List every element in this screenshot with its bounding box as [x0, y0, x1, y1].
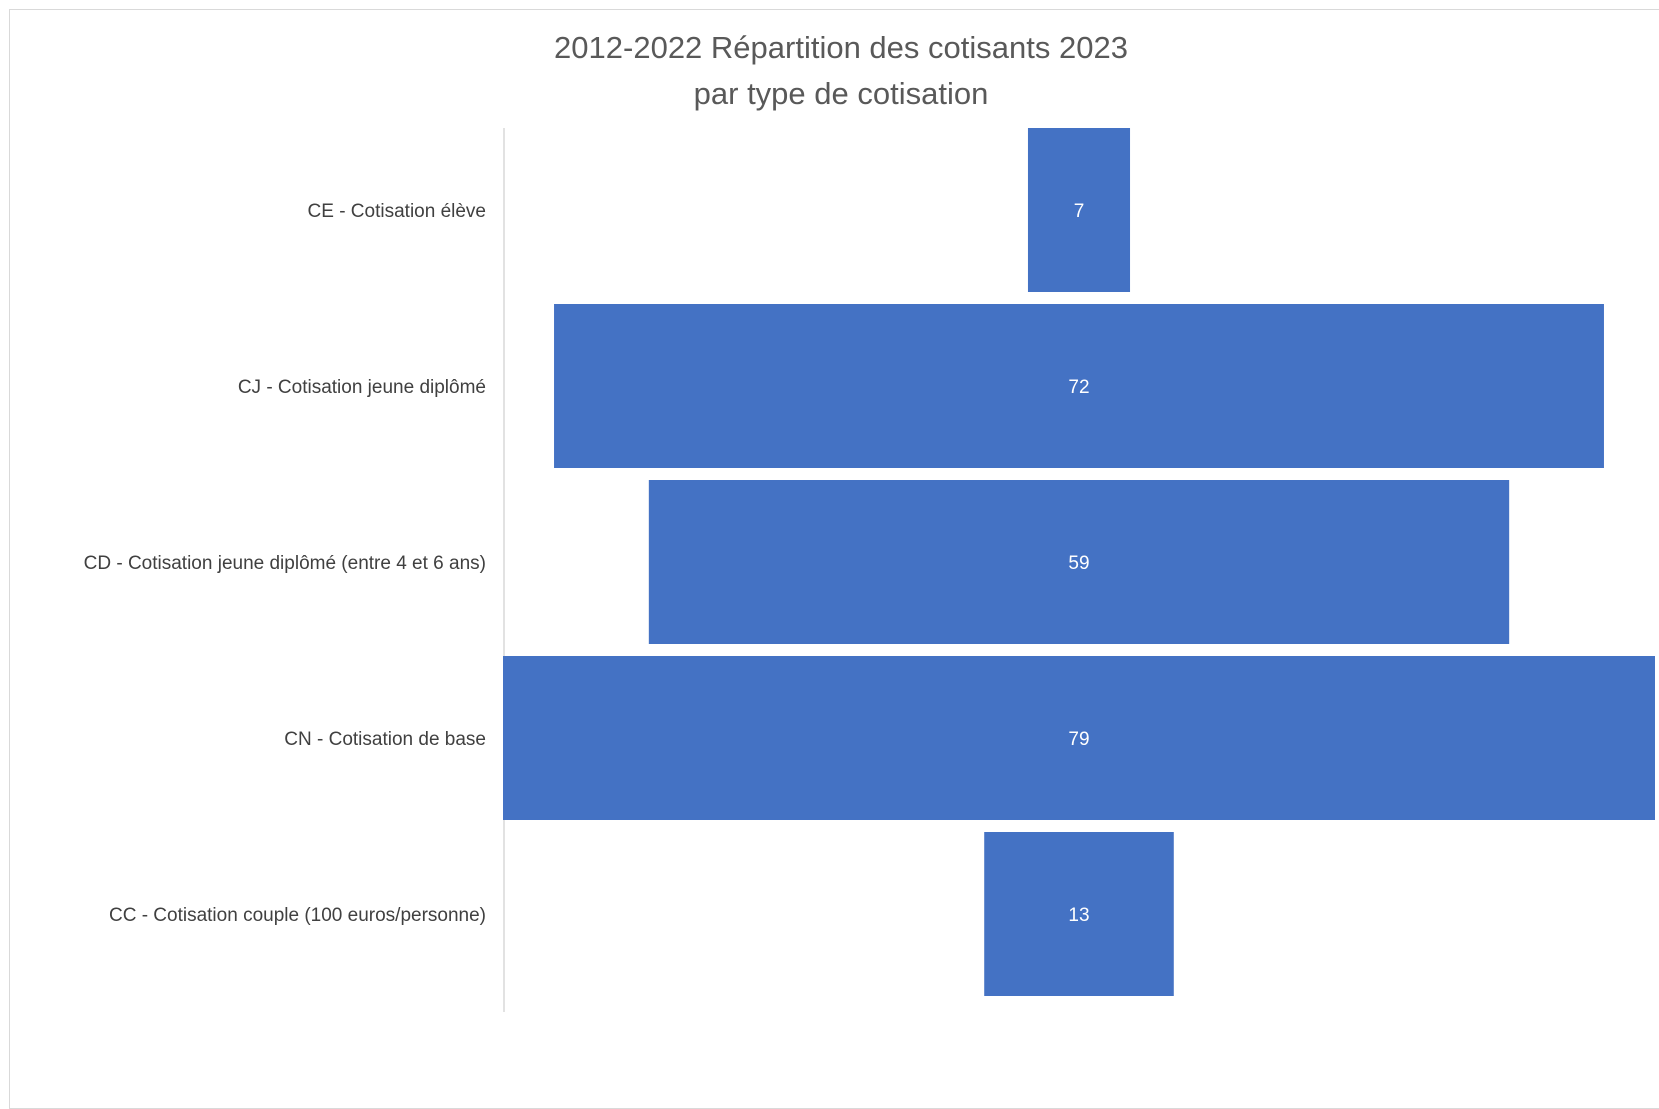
- chart-title: 2012-2022 Répartition des cotisants 2023: [554, 30, 1128, 65]
- category-label: CJ - Cotisation jeune diplômé: [238, 377, 486, 398]
- bar-cc: [984, 832, 1174, 996]
- category-label: CD - Cotisation jeune diplômé (entre 4 e…: [84, 553, 486, 574]
- category-label: CN - Cotisation de base: [284, 729, 486, 750]
- bar-ce: [1027, 128, 1131, 292]
- data-label: 7: [1074, 201, 1085, 222]
- bar-cn: [503, 656, 1655, 820]
- category-label: CC - Cotisation couple (100 euros/person…: [109, 905, 486, 926]
- chart-subtitle: par type de cotisation: [694, 76, 989, 111]
- bar-cd: [648, 480, 1510, 644]
- data-label: 59: [1068, 553, 1089, 574]
- data-label: 13: [1068, 905, 1089, 926]
- funnel-chart: 2012-2022 Répartition des cotisants 2023…: [84, 30, 1655, 1012]
- data-label: 79: [1068, 729, 1089, 750]
- bars-layer: 7 CE - Cotisation élève 72 CJ - Cotisation …: [84, 128, 1655, 996]
- bar-cj: [554, 304, 1604, 468]
- data-label: 72: [1068, 377, 1089, 398]
- category-label: CE - Cotisation élève: [308, 201, 486, 222]
